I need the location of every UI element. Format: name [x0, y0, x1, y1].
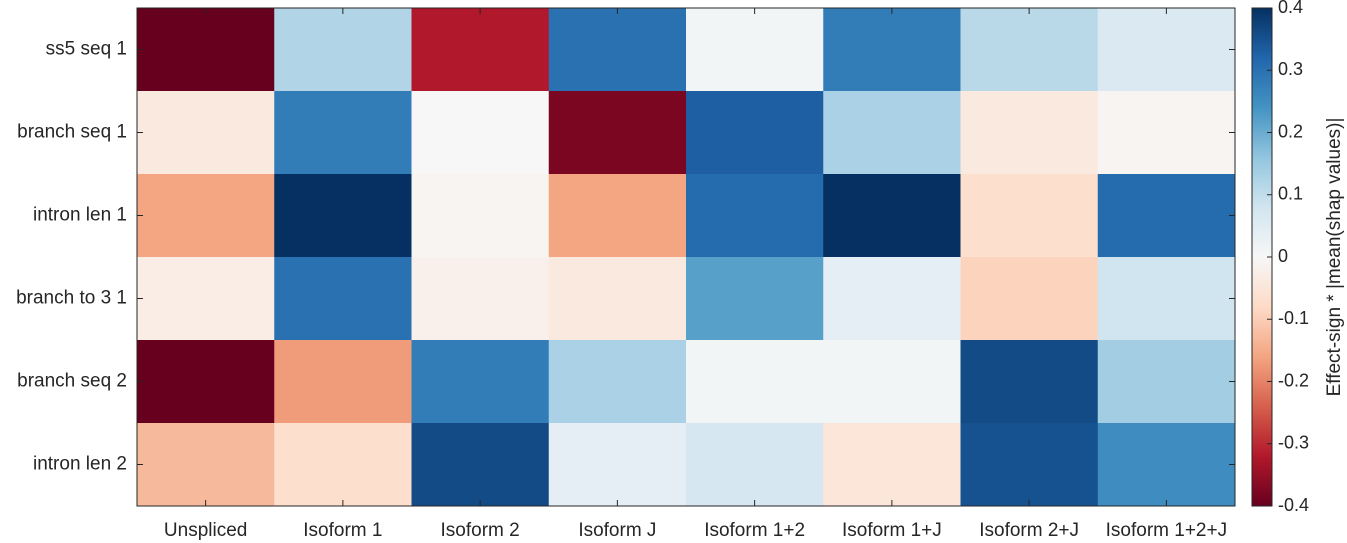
- heatmap-cell: [960, 174, 1099, 258]
- heatmap-cell: [137, 340, 275, 424]
- heatmap-cells: [137, 8, 1236, 507]
- heatmap-cell: [274, 340, 412, 424]
- heatmap-cell: [137, 91, 275, 175]
- plot-frame: [136, 7, 1236, 507]
- colorbar-tick-label: 0.2: [1278, 121, 1303, 141]
- heatmap-cell: [411, 174, 550, 258]
- heatmap-cell: [686, 174, 824, 258]
- colorbar-tick-label: 0.4: [1278, 0, 1303, 17]
- heatmap-cell: [686, 340, 824, 424]
- heatmap-cell: [274, 257, 412, 341]
- heatmap-cell: [548, 257, 687, 341]
- heatmap-cell: [960, 8, 1099, 92]
- heatmap-cell: [1097, 174, 1236, 258]
- colorbar-tick-label: 0.3: [1278, 59, 1303, 79]
- colorbar-tick-label: -0.4: [1278, 495, 1309, 515]
- heatmap-cell: [1097, 423, 1236, 507]
- heatmap-cell: [960, 91, 1099, 175]
- heatmap-cell: [686, 257, 824, 341]
- heatmap-cell: [823, 8, 961, 92]
- heatmap-cell: [1097, 8, 1236, 92]
- heatmap-cell: [686, 423, 824, 507]
- heatmap-cell: [548, 174, 687, 258]
- heatmap-cell: [274, 8, 412, 92]
- heatmap-cell: [823, 257, 961, 341]
- heatmap-cell: [137, 174, 275, 258]
- heatmap-cell: [960, 423, 1099, 507]
- heatmap-cell: [274, 423, 412, 507]
- heatmap-cell: [274, 174, 412, 258]
- heatmap-cell: [411, 423, 550, 507]
- heatmap-cell: [548, 423, 687, 507]
- y-tick-marks: [137, 49, 1235, 465]
- heatmap-cell: [137, 8, 275, 92]
- heatmap-cell: [274, 91, 412, 175]
- heatmap-cell: [411, 257, 550, 341]
- colorbar-tick-label: -0.1: [1278, 308, 1309, 328]
- colorbar-tick-label: -0.2: [1278, 370, 1309, 390]
- column-label: Isoform 2: [441, 520, 520, 541]
- heatmap-cell: [686, 91, 824, 175]
- row-label: branch seq 1: [17, 122, 127, 143]
- heatmap-cell: [960, 340, 1099, 424]
- heatmap-cell: [1097, 257, 1236, 341]
- column-label: Unspliced: [164, 520, 247, 541]
- column-label: Isoform 1: [303, 520, 382, 541]
- heatmap-cell: [1097, 91, 1236, 175]
- column-label: Isoform 1+2+J: [1106, 520, 1227, 541]
- heatmap-cell: [823, 174, 961, 258]
- heatmap-cell: [823, 91, 961, 175]
- heatmap-cell: [823, 423, 961, 507]
- column-label: Isoform 2+J: [979, 520, 1079, 541]
- colorbar-tick-label: -0.3: [1278, 433, 1309, 453]
- heatmap-cell: [1097, 340, 1236, 424]
- column-label: Isoform 1+2: [704, 520, 805, 541]
- heatmap-cell: [686, 8, 824, 92]
- heatmap-cell: [411, 8, 550, 92]
- colorbar-ticks: 0.4 0.3 0.2 0.1 0 -0.1 -0.2 -0.3 -0.4: [1267, 0, 1309, 515]
- heatmap-cell: [548, 340, 687, 424]
- heatmap-cell: [548, 8, 687, 92]
- column-label: Isoform 1+J: [842, 520, 942, 541]
- heatmap-cell: [823, 340, 961, 424]
- x-tick-marks: [205, 8, 1167, 506]
- row-labels: ss5 seq 1 branch seq 1 intron len 1 branch …: [16, 39, 127, 475]
- row-label: ss5 seq 1: [46, 39, 127, 60]
- heatmap-cell: [548, 91, 687, 175]
- heatmap-cell: [411, 340, 550, 424]
- colorbar-tick-label: 0: [1278, 246, 1288, 266]
- column-label: Isoform J: [578, 520, 656, 541]
- heatmap-cell: [137, 423, 275, 507]
- row-label: intron len 1: [33, 205, 127, 226]
- heatmap-cell: [137, 257, 275, 341]
- heatmap-cell: [411, 91, 550, 175]
- colorbar-tick-label: 0.1: [1278, 184, 1303, 204]
- row-label: branch to 3 1: [16, 288, 127, 309]
- colorbar-label: Effect-sign * |mean(shap values)|: [1324, 118, 1345, 397]
- row-label: intron len 2: [33, 454, 127, 475]
- column-labels: Unspliced Isoform 1 Isoform 2 Isoform J Isof…: [164, 520, 1227, 541]
- heatmap-cell: [960, 257, 1099, 341]
- row-label: branch seq 2: [17, 371, 127, 392]
